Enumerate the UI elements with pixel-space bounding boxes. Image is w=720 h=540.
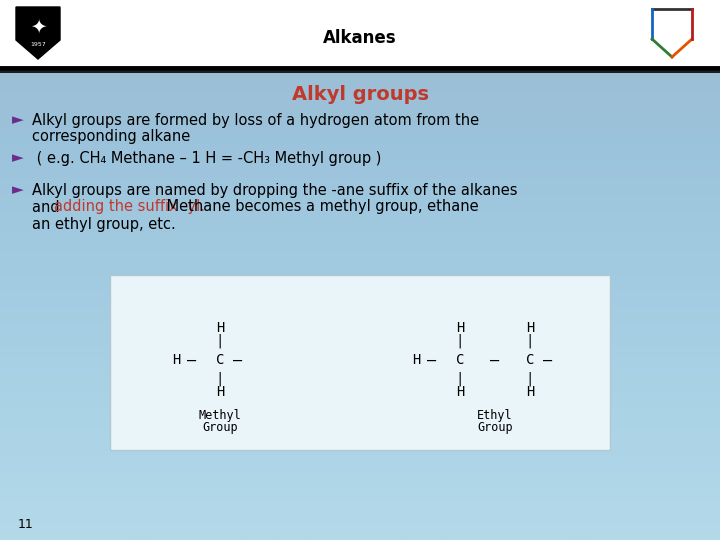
- Text: H: H: [526, 321, 534, 335]
- Text: ►: ►: [12, 112, 24, 127]
- Text: Ethyl: Ethyl: [477, 408, 513, 422]
- Text: and: and: [32, 199, 64, 214]
- Text: |: |: [456, 334, 464, 348]
- Text: 1957: 1957: [30, 43, 46, 48]
- Text: ►: ►: [12, 151, 24, 165]
- Text: H: H: [526, 385, 534, 399]
- Text: –: –: [428, 353, 436, 368]
- Text: Alkyl groups: Alkyl groups: [292, 85, 428, 105]
- Text: 11: 11: [18, 518, 34, 531]
- Text: –: –: [490, 353, 500, 368]
- Text: |: |: [216, 334, 224, 348]
- Text: ( e.g. CH₄ Methane – 1 H = -CH₃ Methyl group ): ( e.g. CH₄ Methane – 1 H = -CH₃ Methyl g…: [32, 151, 382, 165]
- Polygon shape: [16, 7, 60, 59]
- Text: H: H: [412, 353, 420, 367]
- Text: |: |: [216, 372, 224, 386]
- Text: Alkyl groups are formed by loss of a hydrogen atom from the: Alkyl groups are formed by loss of a hyd…: [32, 112, 479, 127]
- Text: ✦: ✦: [30, 17, 46, 37]
- Text: corresponding alkane: corresponding alkane: [32, 130, 190, 145]
- Text: H: H: [216, 321, 224, 335]
- Text: ►: ►: [12, 183, 24, 198]
- Text: –: –: [187, 353, 197, 368]
- Text: Methyl: Methyl: [199, 408, 241, 422]
- Text: Methane becomes a methyl group, ethane: Methane becomes a methyl group, ethane: [162, 199, 479, 214]
- Text: H: H: [172, 353, 180, 367]
- Text: |: |: [456, 372, 464, 386]
- Text: –: –: [544, 353, 552, 368]
- Text: H: H: [216, 385, 224, 399]
- Text: adding the suffix -yl.: adding the suffix -yl.: [54, 199, 205, 214]
- Text: C: C: [456, 353, 464, 367]
- Text: Group: Group: [202, 421, 238, 434]
- Text: Alkanes: Alkanes: [323, 29, 397, 47]
- Text: H: H: [456, 321, 464, 335]
- Text: –: –: [233, 353, 243, 368]
- Text: C: C: [526, 353, 534, 367]
- Bar: [0, 0, 720, 70]
- Text: C: C: [216, 353, 224, 367]
- Text: |: |: [526, 334, 534, 348]
- Text: an ethyl group, etc.: an ethyl group, etc.: [32, 217, 176, 232]
- Text: H: H: [456, 385, 464, 399]
- Text: |: |: [526, 372, 534, 386]
- Text: Group: Group: [477, 421, 513, 434]
- Text: Alkyl groups are named by dropping the -ane suffix of the alkanes: Alkyl groups are named by dropping the -…: [32, 183, 518, 198]
- Bar: [110, 275, 610, 450]
